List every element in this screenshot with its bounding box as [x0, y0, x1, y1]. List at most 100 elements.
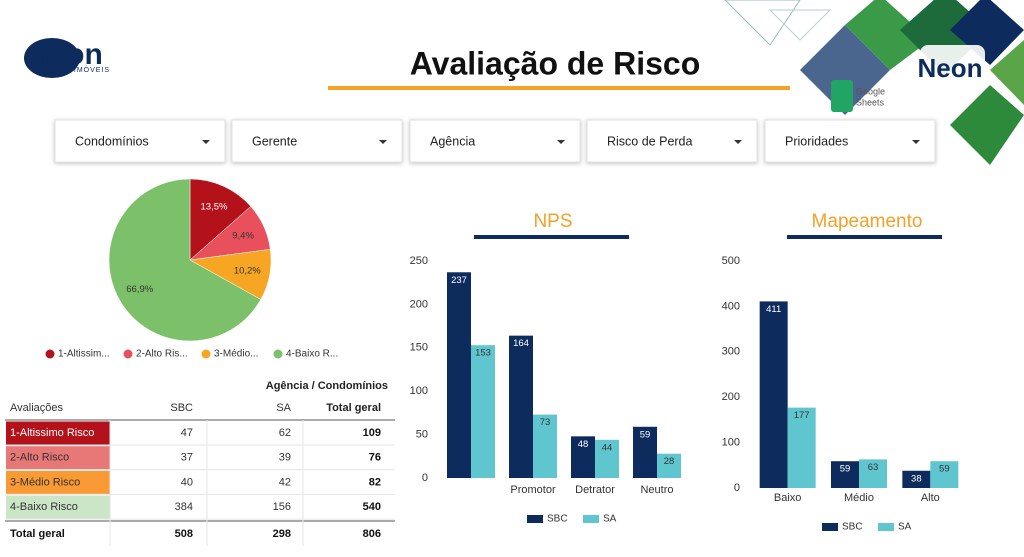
dropdown-arrow	[202, 140, 210, 144]
x-tick-label: Alto	[921, 492, 940, 504]
bar	[787, 407, 816, 488]
bar	[471, 345, 495, 478]
x-tick-label: Detrator	[575, 484, 615, 496]
sheets-label: Sheets	[856, 97, 885, 107]
dropdown-arrow	[734, 140, 742, 144]
table-header: SA	[276, 402, 291, 414]
y-tick-label: 400	[722, 300, 740, 312]
title-underline	[474, 235, 629, 239]
legend-swatch	[822, 523, 838, 531]
table-cell: 76	[369, 452, 381, 464]
pie-value-label: 10,2%	[234, 265, 261, 276]
table-cell: 109	[363, 427, 381, 439]
table-total: 298	[273, 528, 291, 540]
legend-label: SA	[898, 522, 912, 533]
row-label-bg	[6, 495, 110, 519]
bar-value-label: 59	[640, 429, 651, 440]
table-cell: 540	[363, 501, 381, 513]
sheets-label: Google	[856, 86, 885, 96]
bar	[930, 461, 959, 488]
pie-slice	[108, 178, 262, 342]
logo-right: Neon	[918, 53, 983, 83]
logo-brand: neon	[31, 38, 103, 71]
logo-mark	[24, 38, 80, 78]
y-tick-label: 0	[422, 472, 428, 484]
legend-swatch	[123, 349, 133, 359]
table-cell: 39	[279, 452, 291, 464]
dropdown-arrow	[912, 140, 920, 144]
table-cell: 62	[279, 427, 291, 439]
x-tick-label: Médio	[844, 492, 874, 504]
table-cell: 3-Médio Risco	[10, 476, 80, 488]
y-tick-label: 0	[734, 482, 740, 494]
legend-swatch	[45, 349, 55, 359]
filter-dropdown[interactable]	[764, 119, 936, 163]
bar	[831, 461, 859, 488]
y-tick-label: 200	[410, 298, 428, 310]
table-cell: 37	[181, 452, 193, 464]
table-cell: 4-Baixo Risco	[10, 501, 78, 513]
filter-label: Condomínios	[75, 134, 149, 148]
bar	[902, 470, 931, 488]
filter-label: Prioridades	[785, 134, 848, 148]
legend-label: SA	[603, 514, 617, 525]
y-tick-label: 150	[410, 342, 428, 354]
bar	[447, 272, 471, 478]
legend-label: 4-Baixo R...	[286, 349, 338, 360]
table-total: 508	[175, 528, 193, 540]
pie-value-label: 66,9%	[126, 284, 153, 295]
legend-label: SBC	[547, 514, 568, 525]
bar	[533, 414, 557, 478]
filter-label: Agência	[430, 134, 475, 148]
bar-value-label: 28	[664, 456, 675, 467]
bar	[509, 335, 533, 478]
y-tick-label: 100	[722, 437, 740, 449]
filter-label: Gerente	[252, 134, 297, 148]
bar-value-label: 38	[911, 473, 922, 484]
y-tick-label: 250	[410, 255, 428, 267]
title-underline	[787, 235, 942, 239]
bar	[657, 453, 681, 478]
filter-label: Risco de Perda	[607, 134, 693, 148]
legend-swatch	[201, 349, 211, 359]
y-tick-label: 50	[416, 429, 428, 441]
table-cell: 47	[181, 427, 193, 439]
filter-dropdown[interactable]	[586, 119, 758, 163]
y-tick-label: 100	[410, 385, 428, 397]
page-title: Avaliação de Risco	[410, 45, 701, 81]
bar	[633, 426, 657, 478]
legend-label: SBC	[842, 522, 863, 533]
table-cell: 384	[175, 501, 193, 513]
filter-dropdown[interactable]	[54, 119, 226, 163]
table-total: 806	[363, 528, 381, 540]
legend-label: 1-Altissim...	[58, 349, 110, 360]
bar-value-label: 177	[794, 410, 810, 421]
table-header: SBC	[170, 402, 193, 414]
dropdown-arrow	[379, 140, 387, 144]
bar-value-label: 44	[602, 442, 613, 453]
bar	[595, 439, 619, 478]
dropdown-arrow	[557, 140, 565, 144]
bar-value-label: 411	[766, 304, 781, 315]
table-cell: 42	[279, 476, 291, 488]
legend-swatch	[583, 515, 599, 523]
bar-value-label: 63	[868, 462, 879, 473]
legend-swatch	[878, 523, 894, 531]
bar-value-label: 48	[578, 439, 589, 450]
pie-value-label: 13,5%	[201, 201, 228, 212]
chart-title: Mapeamento	[812, 211, 923, 232]
legend-label: 2-Alto Ris...	[136, 349, 188, 360]
filter-dropdown[interactable]	[231, 119, 403, 163]
bar-value-label: 164	[513, 338, 529, 349]
x-tick-label: Neutro	[640, 484, 673, 496]
legend-label: 3-Médio...	[214, 349, 258, 360]
table-cell: 156	[273, 501, 291, 513]
table-total: Total geral	[10, 528, 65, 540]
logo-sub: IMÓVEIS	[74, 65, 110, 74]
sheets-icon	[831, 80, 853, 112]
bar	[759, 301, 788, 488]
filter-dropdown[interactable]	[409, 119, 581, 163]
row-label-bg	[6, 446, 110, 470]
table-title: Agência / Condomínios	[266, 380, 388, 392]
